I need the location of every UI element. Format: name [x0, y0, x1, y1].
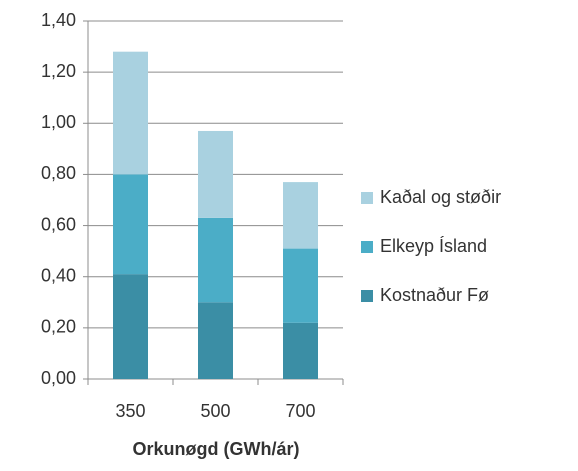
y-tick-label: 0,60	[41, 214, 76, 234]
y-tick-label: 1,20	[41, 61, 76, 81]
legend-swatch	[361, 192, 373, 204]
y-tick-label: 0,20	[41, 317, 76, 337]
bar-segment	[283, 248, 318, 323]
y-tick-label: 0,80	[41, 163, 76, 183]
y-tick-label: 1,00	[41, 112, 76, 132]
x-tick-label: 700	[285, 401, 315, 421]
y-tick-label: 1,40	[41, 10, 76, 30]
x-tick-label: 500	[200, 401, 230, 421]
bar-segment	[283, 182, 318, 249]
legend-label: Elkeyp Ísland	[380, 236, 487, 256]
bar-segment	[113, 274, 148, 379]
x-tick-label: 350	[115, 401, 145, 421]
bar-segment	[113, 174, 148, 275]
y-tick-label: 0,00	[41, 368, 76, 388]
legend-label: Kaðal og støðir	[380, 187, 501, 207]
legend-swatch	[361, 290, 373, 302]
bar-segment	[198, 130, 233, 218]
bar-segment	[113, 51, 148, 175]
bar-segment	[198, 217, 233, 303]
bar-segment	[283, 322, 318, 379]
legend-label: Kostnaður Fø	[380, 285, 489, 305]
y-tick-label: 0,40	[41, 265, 76, 285]
legend-swatch	[361, 241, 373, 253]
bar-segment	[198, 302, 233, 379]
x-axis-label: Orkunøgd (GWh/ár)	[133, 439, 300, 459]
